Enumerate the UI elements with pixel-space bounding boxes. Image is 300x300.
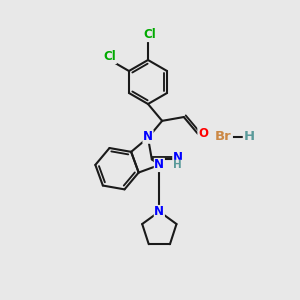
- Text: Cl: Cl: [103, 50, 116, 64]
- Text: Br: Br: [214, 130, 231, 143]
- Text: N: N: [173, 151, 183, 164]
- Text: N: N: [154, 206, 164, 218]
- Text: N: N: [143, 130, 153, 143]
- Text: H: H: [173, 160, 182, 170]
- Text: N: N: [154, 158, 164, 172]
- Text: Cl: Cl: [144, 28, 156, 41]
- Text: H: H: [243, 130, 255, 143]
- Text: O: O: [198, 128, 208, 140]
